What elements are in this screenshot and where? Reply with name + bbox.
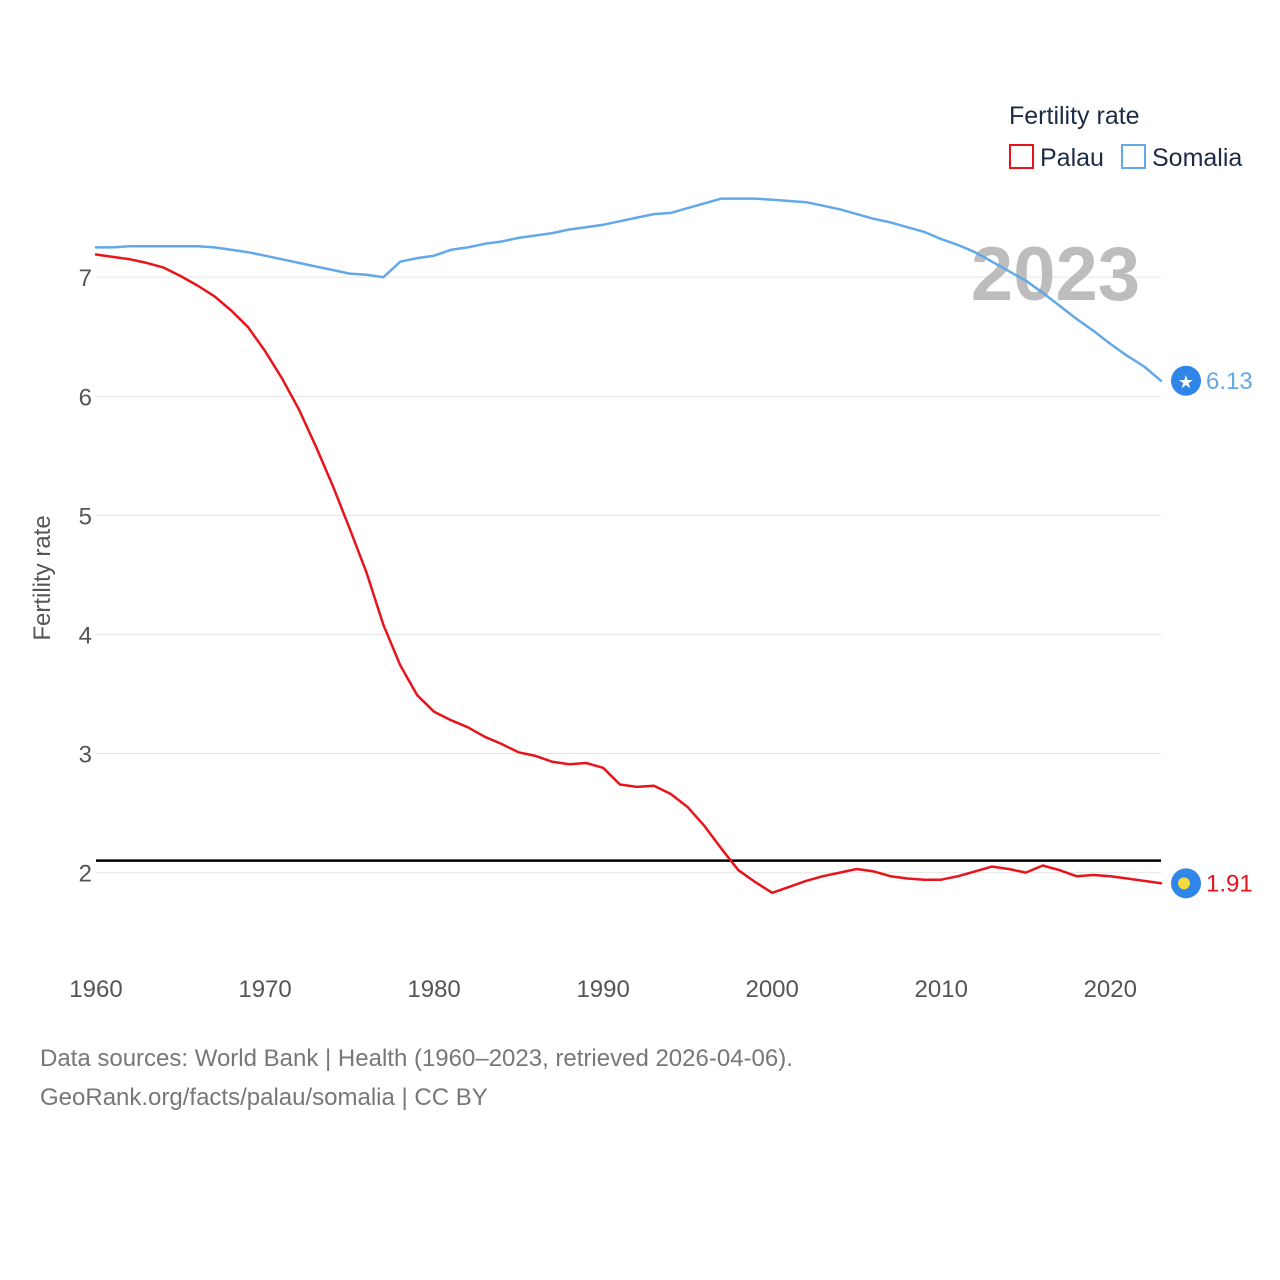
y-tick-label-4: 4: [79, 622, 92, 649]
x-tick-label-1970: 1970: [238, 976, 291, 1003]
legend-item-somalia[interactable]: Somalia: [1121, 144, 1242, 172]
series-line-somalia: [94, 197, 1163, 383]
y-tick-label-2: 2: [79, 861, 92, 888]
y-tick-label-7: 7: [79, 265, 92, 292]
fertility-rate-chart: 2 3 4 5 6 7 1960 1970 1980 1990 2000 2010 2020 Fert…: [29, 102, 1253, 1003]
credit-link[interactable]: GeoRank.org/facts/palau/somalia | CC BY: [40, 1084, 488, 1111]
y-tick-label-3: 3: [79, 742, 92, 769]
x-tick-label-1960: 1960: [69, 976, 122, 1003]
end-value-label-somalia: 6.13: [1206, 368, 1253, 395]
star-icon: ★: [1178, 372, 1194, 393]
x-axis-ticks: 1960 1970 1980 1990 2000 2010 2020: [69, 976, 1137, 1003]
y-axis-title: Fertility rate: [29, 515, 56, 640]
legend-item-palau[interactable]: Palau: [1009, 144, 1104, 172]
data-sources-note: Data sources: World Bank | Health (1960–…: [40, 1045, 793, 1072]
series-lines: [94, 197, 1163, 895]
x-tick-label-2000: 2000: [745, 976, 798, 1003]
x-tick-label-2010: 2010: [915, 976, 968, 1003]
x-tick-label-2020: 2020: [1084, 976, 1137, 1003]
x-tick-label-1980: 1980: [407, 976, 460, 1003]
end-markers: 1.91 ★ 6.13: [1171, 365, 1253, 899]
moon-icon: [1178, 877, 1190, 890]
legend-label-palau: Palau: [1040, 144, 1104, 172]
x-tick-label-1990: 1990: [576, 976, 629, 1003]
y-tick-label-6: 6: [79, 384, 92, 411]
y-tick-label-5: 5: [79, 503, 92, 530]
grid-lines: [96, 276, 1161, 874]
legend-swatch-palau: [1009, 144, 1034, 169]
legend-swatch-somalia: [1121, 144, 1146, 169]
flag-marker-somalia: [1171, 365, 1201, 396]
end-value-label-palau: 1.91: [1206, 870, 1253, 897]
legend: Fertility rate Palau Somalia: [1009, 102, 1242, 172]
y-axis-ticks: 2 3 4 5 6 7: [79, 265, 92, 887]
legend-title: Fertility rate: [1009, 102, 1140, 130]
legend-label-somalia: Somalia: [1152, 144, 1242, 172]
series-line-palau: [94, 253, 1163, 895]
year-watermark: 2023: [971, 232, 1140, 317]
